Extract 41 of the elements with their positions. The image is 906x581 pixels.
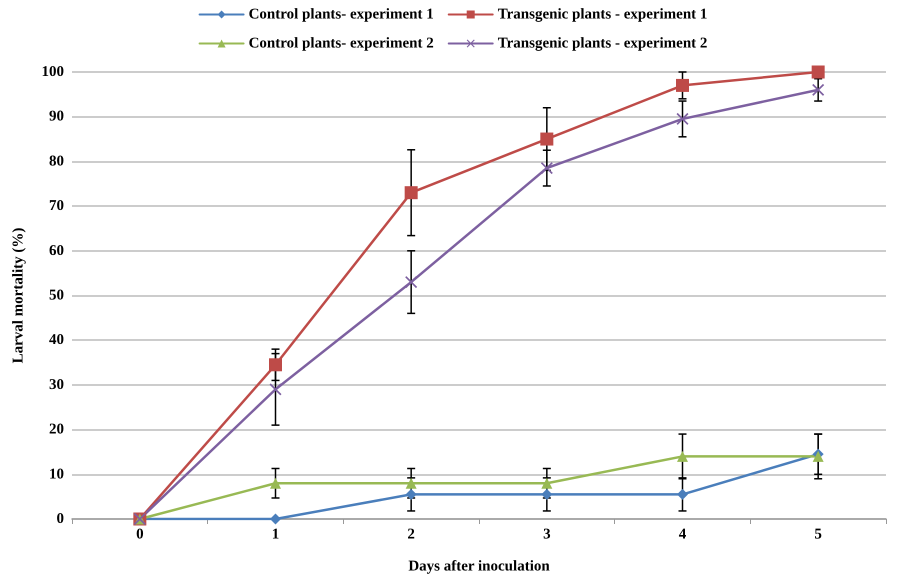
x-tick-label: 1 <box>272 526 280 542</box>
point <box>270 478 281 489</box>
y-tick-label: 0 <box>56 511 64 527</box>
x-axis-title: Days after inoculation <box>408 558 550 574</box>
y-tick-label: 30 <box>49 376 64 393</box>
point <box>270 514 281 524</box>
x-tick-label: 0 <box>136 526 144 542</box>
point <box>405 276 418 288</box>
legend-label: Control plants- experiment 1 <box>248 6 434 22</box>
point <box>677 450 688 462</box>
point <box>540 132 554 146</box>
legend-label: Transgenic plants - experiment 1 <box>498 6 708 22</box>
y-tick-label: 70 <box>49 198 64 214</box>
y-tick-label: 10 <box>49 466 64 482</box>
y-tick-label: 60 <box>49 242 64 259</box>
point <box>269 358 282 372</box>
y-tick-label: 20 <box>49 422 64 438</box>
y-tick-label: 50 <box>49 288 64 304</box>
legend-label: Control plants- experiment 2 <box>248 36 434 52</box>
point <box>404 186 418 200</box>
x-tick-label: 2 <box>407 526 415 542</box>
point <box>270 383 282 396</box>
point <box>677 488 688 500</box>
point <box>406 478 417 489</box>
point <box>812 84 824 96</box>
legend-label: Transgenic plants - experiment 2 <box>498 36 708 52</box>
point <box>541 488 552 500</box>
point <box>406 488 417 500</box>
y-axis-title: Larval mortality (%) <box>10 228 26 364</box>
y-tick-label: 80 <box>49 153 64 170</box>
y-tick-label: 100 <box>42 64 64 80</box>
x-tick-label: 5 <box>814 526 822 542</box>
y-tick-label: 40 <box>49 332 64 348</box>
x-tick-label: 4 <box>678 526 687 542</box>
point <box>676 112 688 125</box>
point <box>676 78 689 92</box>
x-tick-label: 3 <box>543 526 551 542</box>
y-tick-label: 90 <box>49 108 64 125</box>
point <box>541 478 552 489</box>
point <box>812 66 825 78</box>
point <box>540 162 553 174</box>
